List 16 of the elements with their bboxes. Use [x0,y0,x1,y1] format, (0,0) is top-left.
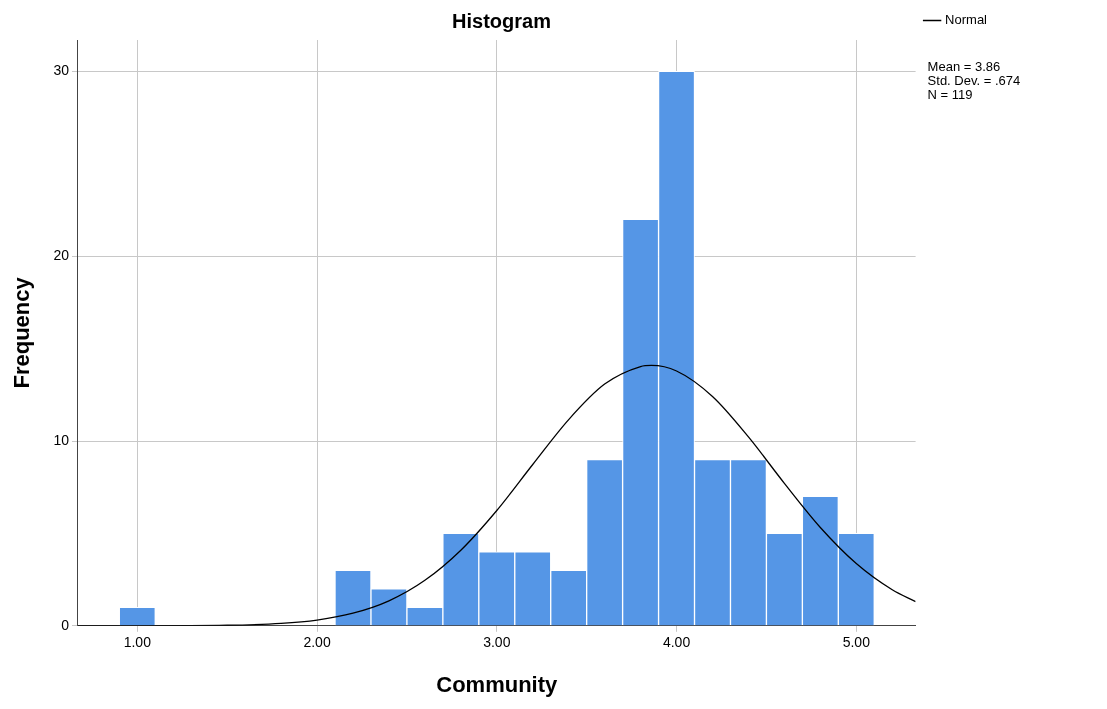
x-tick-label: 2.00 [303,634,331,651]
y-tick-label: 20 [53,247,70,264]
legend-label: Normal [945,12,988,28]
text: N = 119 [927,87,973,103]
y-tick-label: 10 [53,431,70,448]
chart-title: Histogram [452,9,551,32]
text: Mean = 3.86 [927,59,1001,75]
x-tick-label: 1.00 [123,634,152,651]
y-tick-label: 30 [53,62,70,79]
y-axis-title: Frequency [9,276,35,389]
x-tick-label: 5.00 [842,634,871,651]
text: Std. Dev. = .674 [927,73,1021,89]
x-axis-title: Community [436,671,559,697]
x-tick-label: 4.00 [662,634,691,651]
x-tick-label: 3.00 [483,634,511,651]
y-tick-label: 0 [61,616,70,633]
